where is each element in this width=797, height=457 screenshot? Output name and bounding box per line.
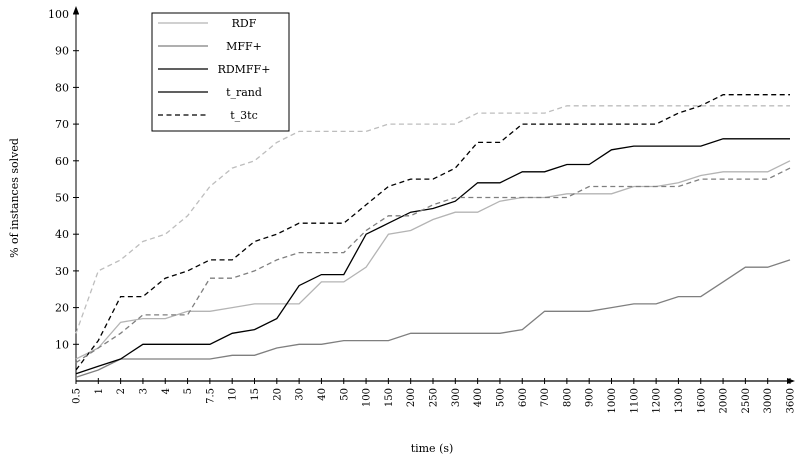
x-tick-label: 100	[362, 388, 373, 407]
x-tick-label: 30	[295, 388, 306, 401]
series-line-rdf	[75, 160, 791, 360]
x-tick-label: 10	[228, 388, 239, 401]
x-tick-label: 2	[116, 388, 127, 394]
x-tick-label: 0.5	[72, 388, 83, 404]
x-tick-label: 3000	[763, 388, 774, 413]
y-tick-label: 40	[55, 228, 69, 241]
x-tick-label: 7.5	[205, 388, 216, 404]
x-tick-label: 2000	[719, 388, 730, 413]
series-line-unlabeled-series	[75, 105, 790, 334]
y-tick-label: 70	[55, 118, 69, 131]
x-axis-label: time (s)	[411, 442, 454, 455]
x-ticks: 0.5 1 2 3 4 5 7.5 10 15 20 30 40 50 100 150 200 250 300 40…	[72, 378, 797, 413]
legend-box	[151, 12, 290, 132]
y-tick-label: 90	[55, 45, 69, 58]
y-tick-label: 20	[55, 302, 69, 315]
x-tick-label: 400	[473, 388, 484, 407]
x-tick-label: 1	[94, 388, 105, 394]
x-tick-label: 300	[451, 388, 462, 407]
x-tick-label: 1200	[652, 388, 663, 413]
x-tick-label: 15	[250, 388, 261, 401]
x-tick-label: 700	[540, 388, 551, 407]
series-line-unlabeled-series	[75, 167, 791, 364]
legend-label: MFF+	[226, 40, 262, 53]
legend-label: RDMFF+	[218, 63, 271, 76]
series-line-t-3tc	[75, 94, 790, 371]
legend-label: t_3tc	[230, 109, 258, 122]
x-tick-label: 500	[495, 388, 506, 407]
legend-label: RDF	[232, 17, 257, 30]
x-tick-label: 150	[384, 388, 395, 407]
y-axis-arrow	[73, 6, 79, 14]
x-tick-label: 2500	[741, 388, 752, 413]
y-tick-label: 50	[55, 192, 69, 205]
x-tick-label: 800	[562, 388, 573, 407]
x-tick-label: 250	[429, 388, 440, 407]
series-line-mff-	[75, 259, 791, 378]
x-tick-label: 900	[585, 388, 596, 407]
x-tick-label: 20	[272, 388, 283, 401]
y-tick-label: 80	[55, 81, 69, 94]
x-tick-label: 1600	[696, 388, 707, 413]
legend-label: t_rand	[226, 86, 262, 99]
x-tick-label: 1000	[607, 388, 618, 413]
x-tick-label: 40	[317, 388, 328, 401]
x-tick-label: 1100	[629, 388, 640, 413]
y-tick-label: 60	[55, 155, 69, 168]
series-line-rdmff-	[75, 138, 790, 375]
x-axis-arrow	[787, 378, 795, 384]
y-tick-label: 30	[55, 265, 69, 278]
series-lines	[75, 94, 791, 382]
x-tick-label: 1300	[674, 388, 685, 413]
y-ticks: 10 20 30 40 50 60 70 80 90 100	[48, 8, 79, 351]
x-tick-label: 5	[183, 388, 194, 394]
y-axis-label: % of instances solved	[8, 138, 21, 258]
x-tick-label: 4	[161, 388, 172, 394]
legend: RDF MFF+ RDMFF+ t_rand t_3tc	[151, 12, 290, 132]
y-tick-label: 10	[55, 338, 69, 351]
x-tick-label: 3600	[786, 388, 797, 413]
x-tick-label: 50	[339, 388, 350, 401]
x-tick-label: 3	[138, 388, 149, 394]
x-tick-label: 600	[518, 388, 529, 407]
y-tick-label: 100	[48, 8, 69, 21]
x-tick-label: 200	[406, 388, 417, 407]
